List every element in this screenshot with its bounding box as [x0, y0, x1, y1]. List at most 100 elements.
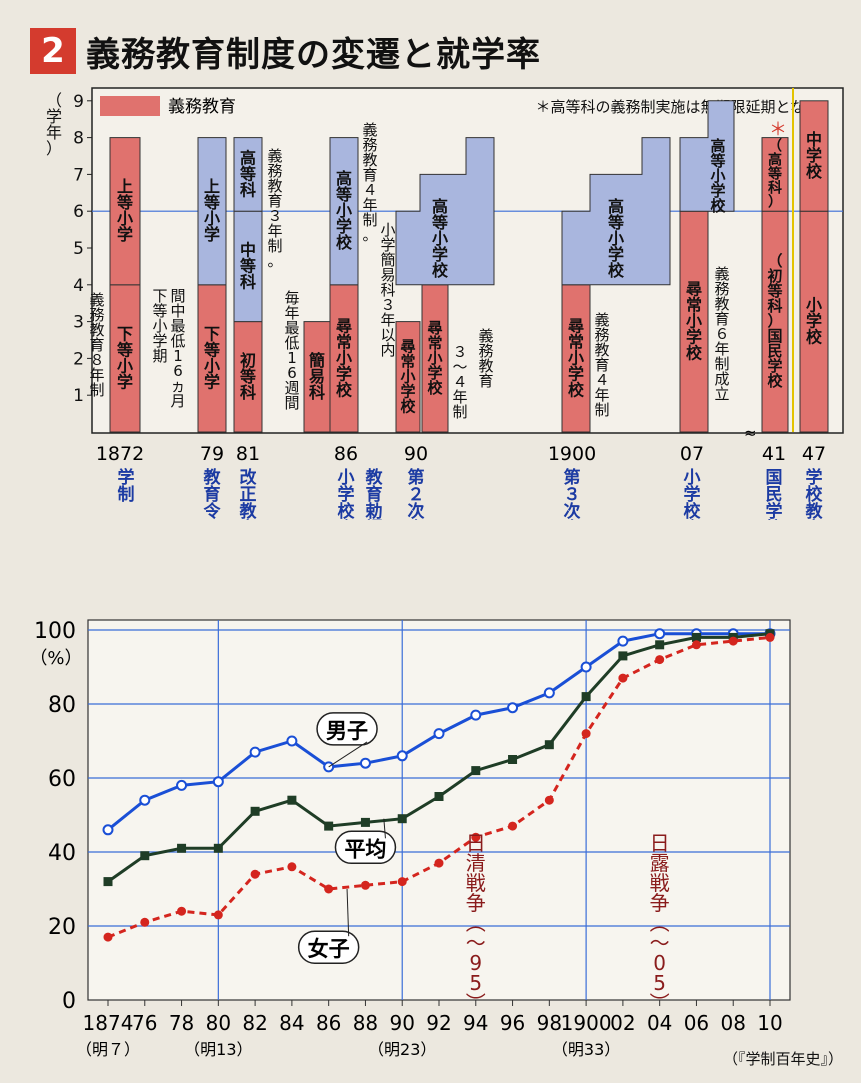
section-number: 2 — [30, 28, 76, 74]
legend-label: 義務教育 — [168, 97, 236, 117]
data-point — [544, 795, 554, 805]
series-label: 男子 — [326, 719, 368, 743]
data-point — [470, 709, 482, 721]
bar-1890-upper-label: 高等小学校 — [431, 197, 449, 280]
data-point — [396, 750, 408, 762]
note-1900: 義務教育４年制 — [594, 311, 609, 419]
data-point — [103, 932, 113, 942]
bar-1947-lower-label: 小学校 — [806, 296, 823, 347]
x-tick-label: 82 — [242, 1011, 267, 1035]
series-label-box — [297, 930, 360, 964]
data-point — [691, 640, 701, 650]
data-point — [250, 869, 260, 879]
data-point — [287, 862, 297, 872]
bar-1881-lower — [233, 321, 263, 433]
label-leader — [346, 888, 350, 937]
data-point — [617, 635, 629, 647]
data-point — [177, 843, 187, 853]
data-point — [765, 632, 775, 642]
series-label: 女子 — [308, 937, 350, 961]
bar-1947-upper — [799, 100, 829, 212]
bar-1872-upper-label: 上等小学 — [116, 177, 133, 244]
data-point — [213, 843, 223, 853]
x-tick-label: 84 — [279, 1011, 304, 1035]
data-point — [728, 636, 738, 646]
x-tick-label: 96 — [500, 1011, 525, 1035]
bar-1881-middle-label: 中等科 — [239, 240, 256, 291]
law-41: 国民学校令 — [766, 468, 784, 520]
bar-1890-4yr-label: 尋常小学校 — [427, 319, 443, 397]
data-point — [140, 917, 150, 927]
note-1886a: 義務教育４年制。 — [362, 121, 377, 244]
x-tick-label: 86 — [316, 1011, 341, 1035]
bar-1872-lower-label: 下等小学 — [116, 324, 133, 391]
data-point — [249, 746, 261, 758]
law-81: 改正教育令に基づく教則綱領 — [239, 467, 258, 520]
data-point — [397, 814, 407, 824]
note-1881b: 毎年最低 1 6 週間 — [284, 289, 299, 412]
data-point — [323, 761, 335, 773]
data-point — [250, 806, 260, 816]
era-label: （明13） — [184, 1040, 252, 1059]
era-label: （明33） — [552, 1040, 620, 1059]
data-point — [397, 877, 407, 887]
bar-1886-upper-label: 高等小学校 — [335, 169, 353, 252]
bar-1900-lower-label: 尋常小学校 — [568, 316, 585, 399]
source-citation: （『学制百年史』） — [722, 1050, 843, 1068]
law-90: 第２次小学校令 — [408, 467, 426, 520]
data-point — [177, 906, 187, 916]
data-point — [213, 910, 223, 920]
data-point — [324, 821, 334, 831]
y-tick-label: 40 — [48, 841, 76, 866]
data-point — [103, 877, 113, 887]
x-tick-label: 78 — [169, 1011, 194, 1035]
data-point — [618, 673, 628, 683]
bar-1881-upper — [233, 137, 263, 212]
x-tick-label: 94 — [463, 1011, 488, 1035]
data-point — [176, 779, 188, 791]
law-07: 小学校令中改正 — [684, 468, 702, 520]
label-leader — [328, 741, 368, 768]
y-tick-label: 1 — [73, 386, 84, 406]
x-tick-label: 98 — [537, 1011, 562, 1035]
year-07: 07 — [680, 443, 704, 465]
year-47: 47 — [802, 443, 826, 465]
data-point — [581, 692, 591, 702]
year-79: 79 — [200, 443, 224, 465]
y-tick-label: 60 — [48, 767, 76, 792]
annotation-1894: 日清戦争︵～ 9 5 ︶ — [466, 831, 486, 1015]
bar-1900-upper-label: 高等小学校 — [607, 197, 625, 280]
year-1900: 1900 — [548, 443, 596, 465]
data-point — [580, 661, 592, 673]
x-tick-label: 90 — [389, 1011, 414, 1035]
law-86: 小学校令 — [338, 468, 356, 520]
y-tick-label: 2 — [73, 349, 84, 369]
y-axis-label: （学年） — [46, 91, 62, 158]
note-1879a: 下等小学期 — [152, 287, 167, 365]
bar-1907-lower-label: 尋常小学校 — [686, 280, 703, 363]
x-tick-label: 1900 — [561, 1011, 612, 1035]
note-1881a: 義務教育３年制。 — [267, 147, 282, 270]
data-point — [655, 640, 665, 650]
data-point — [102, 824, 114, 836]
year-41: 41 — [762, 443, 786, 465]
note-1872: 義務教育８年制 — [89, 291, 104, 399]
x-tick-label: 1874 — [83, 1011, 134, 1035]
data-point — [434, 858, 444, 868]
legend-swatch — [100, 96, 160, 116]
y-tick-label: 5 — [73, 239, 84, 259]
data-point — [360, 817, 370, 827]
axis-break: ≈ — [744, 424, 757, 442]
data-point — [543, 687, 555, 699]
data-point — [471, 832, 481, 842]
note-1890b: ３～４年制 — [452, 343, 467, 421]
y-tick-label: 4 — [73, 276, 84, 296]
data-point — [212, 776, 224, 788]
x-tick-label: 08 — [720, 1011, 745, 1035]
bar-1890-upper — [395, 137, 495, 286]
data-point — [507, 702, 519, 714]
data-point — [434, 792, 444, 801]
bar-1881-lower-label: 初等科 — [239, 351, 256, 402]
data-point — [286, 735, 298, 747]
